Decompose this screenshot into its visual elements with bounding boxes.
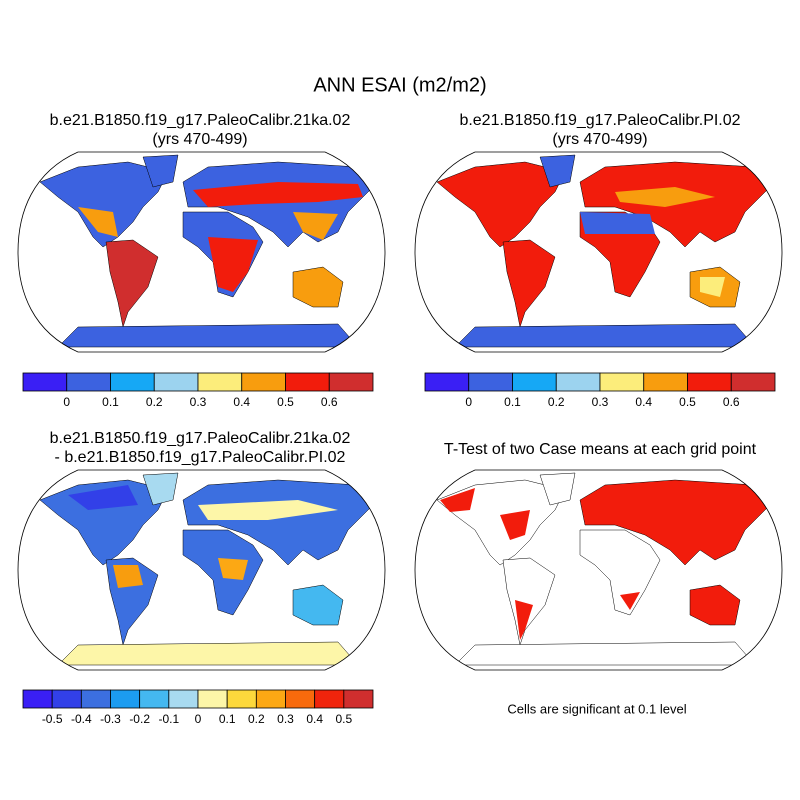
field-patch <box>193 182 363 207</box>
land <box>292 584 344 626</box>
panel-subtitle: (yrs 470-499) <box>152 131 247 148</box>
map-panel <box>414 151 783 353</box>
colorbar-label: 0.4 <box>635 395 652 409</box>
colorbar-label: 0.5 <box>335 712 352 726</box>
field-patch <box>615 187 715 207</box>
colorbar-box <box>139 689 170 709</box>
land <box>105 239 159 328</box>
colorbar-box <box>168 689 199 709</box>
land <box>689 584 741 626</box>
colorbar-label: 0.5 <box>679 395 696 409</box>
field-patch <box>68 485 138 510</box>
land <box>57 641 359 666</box>
colorbar-label: 0.3 <box>277 712 294 726</box>
significant-cells <box>500 510 530 540</box>
colorbar-label: 0.5 <box>277 395 294 409</box>
colorbar-box <box>343 689 374 709</box>
colorbar-label: 0.1 <box>219 712 236 726</box>
colorbar-label: -0.2 <box>129 712 150 726</box>
colorbar-box <box>255 689 286 709</box>
colorbar-box <box>110 689 141 709</box>
colorbar-box <box>730 372 776 392</box>
colorbar-label: 0.3 <box>592 395 609 409</box>
field-patch <box>580 212 655 234</box>
panel-title: b.e21.B1850.f19_g17.PaleoCalibr.21ka.02 <box>50 112 351 129</box>
field-patch <box>113 565 143 588</box>
colorbar-box <box>555 372 601 392</box>
panel-title: T-Test of two Case means at each grid po… <box>444 441 757 458</box>
panel-subtitle: (yrs 470-499) <box>552 131 647 148</box>
colorbar-box <box>687 372 732 392</box>
land <box>579 529 661 616</box>
colorbar-label: 0.2 <box>248 712 265 726</box>
colorbar-box <box>22 372 68 392</box>
colorbar-box <box>110 372 155 392</box>
colorbar-box <box>66 372 111 392</box>
colorbar-box <box>197 689 228 709</box>
map-panel <box>17 469 386 671</box>
colorbar-box <box>512 372 557 392</box>
land <box>502 239 556 328</box>
colorbar-box <box>51 689 82 709</box>
colorbar-box <box>599 372 645 392</box>
colorbar-label: 0.6 <box>321 395 338 409</box>
colorbar-label: 0.6 <box>723 395 740 409</box>
land <box>57 323 359 348</box>
significant-cells <box>440 488 475 512</box>
panel-subtitle: - b.e21.B1850.f19_g17.PaleoCalibr.PI.02 <box>55 449 346 466</box>
map-panel <box>414 469 783 671</box>
colorbar-label: 0 <box>465 395 472 409</box>
colorbar-box <box>22 689 53 709</box>
colorbar-label: 0.3 <box>190 395 207 409</box>
field-patch <box>198 500 338 520</box>
map-panel <box>17 151 386 353</box>
field-patch <box>218 558 248 580</box>
colorbar-label: 0.1 <box>102 395 119 409</box>
panel-title: b.e21.B1850.f19_g17.PaleoCalibr.PI.02 <box>459 112 740 129</box>
colorbar-label: 0.4 <box>233 395 250 409</box>
colorbar-box <box>424 372 470 392</box>
colorbar-box <box>314 689 345 709</box>
significant-cells <box>620 592 640 610</box>
land <box>454 323 756 348</box>
colorbar-box <box>226 689 257 709</box>
colorbar-box <box>643 372 688 392</box>
colorbar-label: 0.1 <box>504 395 521 409</box>
colorbar-box <box>153 372 199 392</box>
colorbar-label: 0 <box>63 395 70 409</box>
field-patch <box>78 207 118 237</box>
colorbar-box <box>285 689 316 709</box>
colorbar-label: -0.4 <box>71 712 92 726</box>
significant-cells <box>515 600 533 640</box>
land <box>292 266 344 308</box>
colorbar-label: 0.4 <box>306 712 323 726</box>
colorbar-label: 0.2 <box>146 395 163 409</box>
significance-note: Cells are significant at 0.1 level <box>507 701 686 716</box>
land <box>454 641 756 666</box>
colorbar-label: -0.3 <box>100 712 121 726</box>
colorbar-box <box>197 372 243 392</box>
colorbar-label: 0 <box>195 712 202 726</box>
colorbar-box <box>328 372 374 392</box>
colorbar-box <box>285 372 330 392</box>
colorbar-label: -0.5 <box>42 712 63 726</box>
colorbar-label: 0.2 <box>548 395 565 409</box>
colorbar-box <box>468 372 513 392</box>
panel-title: b.e21.B1850.f19_g17.PaleoCalibr.21ka.02 <box>50 430 351 447</box>
colorbar-box <box>80 689 111 709</box>
figure-title: ANN ESAI (m2/m2) <box>313 74 486 96</box>
land <box>502 557 556 646</box>
colorbar-box <box>241 372 286 392</box>
field-patch <box>293 212 338 240</box>
field-patch <box>700 277 725 297</box>
colorbar-label: -0.1 <box>158 712 179 726</box>
field-patch <box>208 237 258 292</box>
